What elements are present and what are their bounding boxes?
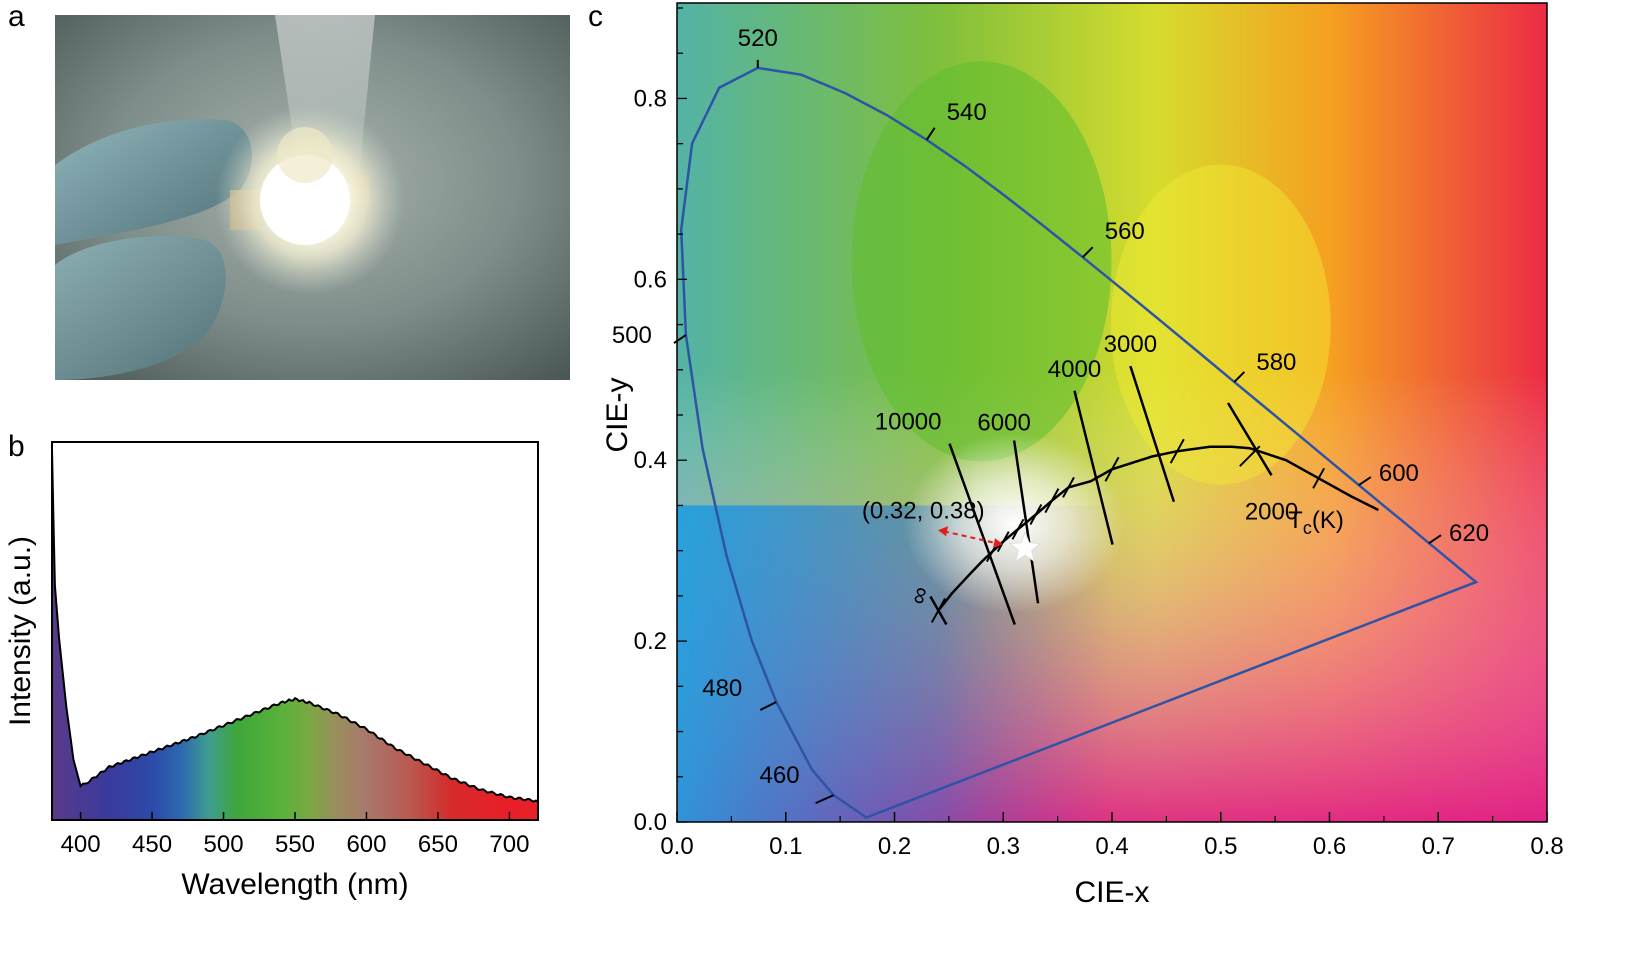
wavelength-label: 540 — [947, 99, 987, 126]
cie-y-tick-label: 0.0 — [634, 809, 667, 836]
spectrum-x-tick-label: 600 — [346, 831, 386, 858]
spectral-locus — [679, 66, 1479, 819]
tc-label-rest: (K) — [1312, 507, 1344, 534]
wavelength-tick — [759, 701, 777, 711]
cie-x-tick-label: 0.6 — [1313, 833, 1346, 860]
spectrum-y-axis-label: Intensity (a.u.) — [4, 536, 37, 726]
wavelength-tick — [1233, 371, 1246, 383]
cie-chart: 460 480 500 520 540 560 580 600 620 10000 6000 400… — [600, 0, 1652, 964]
cie-y-axis-label: CIE-y — [601, 378, 634, 453]
wavelength-tick — [1428, 534, 1442, 544]
planckian-tick — [1169, 438, 1185, 464]
wavelength-tick — [925, 127, 936, 141]
spectrum-line — [51, 449, 539, 803]
cie-x-tick-label: 0.3 — [987, 833, 1020, 860]
planckian-tick — [1104, 456, 1120, 482]
spectrum-x-tick-label: 650 — [418, 831, 458, 858]
wavelength-tick — [815, 794, 835, 805]
panel-label-a: a — [8, 0, 25, 33]
wavelength-label: 620 — [1449, 520, 1489, 547]
spectrum-x-tick-label: 450 — [132, 831, 172, 858]
wavelength-label: 520 — [738, 25, 778, 52]
arrowhead-right — [993, 538, 1003, 549]
cie-x-tick-label: 0.2 — [878, 833, 911, 860]
wavelength-label: 560 — [1105, 218, 1145, 245]
led-photo-image — [55, 15, 570, 380]
isotemperature-line — [1226, 402, 1273, 476]
infinity-label: ∞ — [904, 584, 935, 608]
cct-label: 3000 — [1104, 331, 1157, 358]
cie-x-tick-label: 0.5 — [1204, 833, 1237, 860]
wavelength-tick — [673, 334, 687, 344]
panel-label-b: b — [8, 430, 25, 463]
isotemperature-line — [1012, 440, 1040, 604]
cie-svg: 460 480 500 520 540 560 580 600 620 10000 6000 400… — [601, 2, 1564, 909]
spectrum-x-axis-label: Wavelength (nm) — [181, 868, 408, 901]
spectrum-x-tick-label: 550 — [275, 831, 315, 858]
planckian-tick — [996, 531, 1010, 553]
spectrum-chart: 400 450 500 550 600 650 700 Wavelength (nm) In… — [0, 440, 580, 964]
cie-y-tick-label: 0.8 — [634, 85, 667, 112]
cie-point-star — [1008, 530, 1042, 563]
cie-x-tick-label: 0.7 — [1422, 833, 1455, 860]
arrowhead-left — [938, 526, 948, 537]
spectrum-x-tick-label: 700 — [489, 831, 529, 858]
cie-x-tick-label: 0.1 — [769, 833, 802, 860]
planckian-locus — [937, 445, 1379, 612]
wavelength-label: 500 — [612, 322, 652, 349]
cie-frame — [676, 2, 1548, 823]
cie-point-label: (0.32, 0.38) — [862, 497, 985, 524]
planckian-tick — [1029, 504, 1043, 525]
isotemperature-line — [948, 443, 1016, 625]
isotemperature-line — [1073, 390, 1114, 545]
cct-label: 10000 — [875, 409, 942, 436]
tc-label-main: T — [1288, 507, 1303, 534]
point-arrow — [943, 530, 998, 545]
wavelength-label: 460 — [760, 762, 800, 789]
cie-y-tick-label: 0.6 — [634, 266, 667, 293]
cct-label: 6000 — [977, 410, 1030, 437]
panel-label-c: c — [588, 0, 603, 33]
wavelength-label: 480 — [702, 675, 742, 702]
cie-y-tick-label: 0.4 — [634, 447, 667, 474]
isotemperature-line — [1239, 445, 1261, 467]
wavelength-label: 600 — [1379, 460, 1419, 487]
cie-x-tick-label: 0.0 — [660, 833, 693, 860]
wavelength-tick — [1358, 476, 1372, 486]
cct-label: 4000 — [1048, 356, 1101, 383]
planckian-tick — [1312, 467, 1326, 489]
cie-y-tick-label: 0.2 — [634, 628, 667, 655]
wavelength-tick — [1082, 246, 1094, 258]
planckian-tick — [1062, 476, 1075, 498]
cie-x-tick-label: 0.8 — [1530, 833, 1563, 860]
planckian-tick — [1011, 518, 1025, 540]
spectrum-x-tick-label: 500 — [204, 831, 244, 858]
cie-x-tick-label: 0.4 — [1095, 833, 1128, 860]
planckian-tick — [930, 597, 946, 623]
wavelength-label: 580 — [1256, 349, 1296, 376]
spectrum-svg: 400 450 500 550 600 650 700 Wavelength (nm) In… — [4, 441, 539, 901]
cie-x-axis-label: CIE-x — [1075, 876, 1150, 909]
tc-label-sub: c — [1303, 518, 1312, 538]
cct-label: 2000 — [1245, 498, 1298, 525]
isotemperature-line — [1129, 365, 1176, 503]
spectrum-x-tick-label: 400 — [61, 831, 101, 858]
planckian-tick — [1044, 488, 1060, 514]
tc-label: Tc(K) — [1288, 507, 1344, 538]
led-photo — [55, 15, 570, 380]
